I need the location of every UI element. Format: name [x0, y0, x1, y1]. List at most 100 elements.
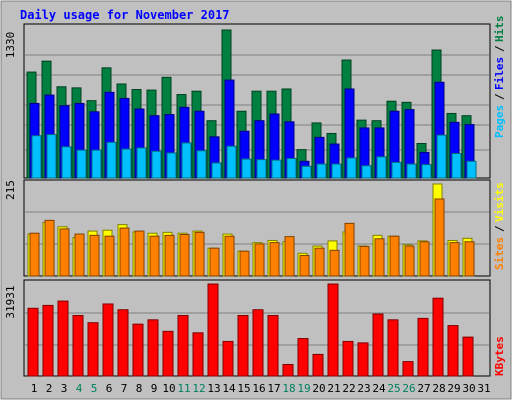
x-tick-label: 27: [417, 382, 430, 395]
bar-sites-day-8: [134, 230, 145, 277]
bar-pages-day-19: [301, 165, 312, 179]
side-label-part: /: [493, 93, 506, 100]
bar-sites-day-20: [314, 247, 325, 277]
bar-pages-day-21: [331, 163, 342, 179]
x-tick-label: 26: [402, 382, 415, 395]
x-tick-label: 6: [106, 382, 113, 395]
bar-kbytes-day-15: [237, 314, 249, 377]
x-tick-label: 15: [237, 382, 250, 395]
bar-pages-day-24: [376, 156, 387, 179]
x-tick-label: 4: [76, 382, 83, 395]
bar-sites-day-1: [29, 232, 40, 277]
panel1-ymax-label: 1330: [4, 32, 17, 59]
bar-pages-day-18: [286, 158, 297, 179]
bar-sites-day-9: [149, 235, 160, 277]
bar-pages-day-14: [226, 145, 237, 179]
bar-pages-day-6: [106, 141, 117, 179]
bar-kbytes-day-27: [417, 317, 429, 377]
x-tick-label: 9: [151, 382, 158, 395]
bar-kbytes-day-23: [357, 342, 369, 377]
bar-kbytes-day-24: [372, 313, 384, 377]
bar-kbytes-day-22: [342, 340, 354, 377]
chart-marks: [25, 29, 489, 377]
bar-sites-day-15: [239, 250, 250, 277]
bar-sites-day-16: [254, 243, 265, 277]
bar-sites-day-23: [359, 245, 370, 277]
bar-pages-day-17: [271, 159, 282, 179]
x-tick-label: 2: [46, 382, 53, 395]
bar-kbytes-day-5: [87, 322, 99, 377]
bar-kbytes-day-26: [402, 361, 414, 377]
bar-pages-day-10: [166, 152, 177, 179]
x-axis-labels: 1 2 3 4 5 6 7 8 9 10 11 12 13 14 15 16 17 18 19 20 21 22 23 24 2…: [31, 382, 491, 395]
x-tick-label: 17: [267, 382, 280, 395]
bar-kbytes-day-12: [192, 332, 204, 377]
bar-kbytes-day-11: [177, 314, 189, 377]
x-tick-label: 31: [477, 382, 490, 395]
bar-sites-day-30: [464, 241, 475, 277]
x-tick-label: 30: [462, 382, 475, 395]
x-tick-label: 16: [252, 382, 265, 395]
x-tick-label: 28: [432, 382, 445, 395]
bar-sites-day-25: [389, 235, 400, 277]
bar-kbytes-day-9: [147, 319, 159, 377]
x-tick-label: 25: [387, 382, 400, 395]
bar-kbytes-day-16: [252, 309, 264, 377]
side-label-part: Hits: [493, 16, 506, 43]
bar-pages-day-22: [346, 157, 357, 179]
bar-pages-day-7: [121, 148, 132, 179]
bar-sites-day-26: [404, 245, 415, 277]
bar-kbytes-day-17: [267, 314, 279, 377]
panel3-ymax-label: 31931: [4, 285, 17, 318]
bar-kbytes-day-19: [297, 338, 309, 377]
x-tick-label: 13: [207, 382, 220, 395]
bar-kbytes-day-13: [207, 283, 219, 377]
bar-sites-day-14: [224, 235, 235, 277]
bar-pages-day-25: [391, 161, 402, 179]
x-tick-label: 12: [192, 382, 205, 395]
x-tick-label: 3: [61, 382, 68, 395]
bar-pages-day-1: [31, 135, 42, 179]
x-tick-label: 5: [91, 382, 98, 395]
x-tick-label: 21: [327, 382, 340, 395]
bar-sites-day-17: [269, 242, 280, 277]
side-label-part: Sites: [493, 237, 506, 270]
side-label-part: Visits: [493, 182, 506, 222]
bar-kbytes-day-29: [447, 325, 459, 377]
bar-kbytes-day-20: [312, 353, 324, 377]
bar-kbytes-day-3: [57, 300, 69, 377]
bar-kbytes-day-7: [117, 309, 129, 377]
bar-sites-day-2: [44, 219, 55, 277]
bar-sites-day-3: [59, 228, 70, 277]
bar-pages-day-28: [436, 134, 447, 179]
bar-kbytes-day-6: [102, 303, 114, 377]
bar-sites-day-11: [179, 233, 190, 277]
bar-sites-day-12: [194, 231, 205, 277]
x-tick-label: 29: [447, 382, 460, 395]
bar-pages-day-5: [91, 149, 102, 179]
bar-pages-day-2: [46, 134, 57, 179]
bar-sites-day-24: [374, 238, 385, 277]
bar-sites-day-13: [209, 247, 220, 277]
side-labels: Pages / Files / Hits Sites / Visits KBytes: [493, 16, 506, 377]
bar-sites-day-27: [419, 241, 430, 277]
bar-kbytes-day-1: [27, 307, 39, 377]
bar-pages-day-15: [241, 158, 252, 179]
bar-pages-day-8: [136, 147, 147, 179]
bar-sites-day-19: [299, 254, 310, 277]
x-tick-label: 18: [282, 382, 295, 395]
bar-sites-day-28: [434, 198, 445, 277]
x-tick-label: 7: [121, 382, 128, 395]
bar-pages-day-4: [76, 149, 87, 179]
bar-pages-day-30: [466, 160, 477, 179]
bar-kbytes-day-30: [462, 336, 474, 377]
side-label-part: KBytes: [493, 336, 506, 376]
chart-title: Daily usage for November 2017: [20, 8, 230, 22]
bar-pages-day-13: [211, 162, 222, 179]
side-label-part: Files: [493, 57, 506, 90]
panel2-ymax-label: 215: [4, 180, 17, 200]
x-tick-label: 14: [222, 382, 236, 395]
bar-pages-day-3: [61, 146, 72, 179]
bar-kbytes-day-10: [162, 330, 174, 377]
